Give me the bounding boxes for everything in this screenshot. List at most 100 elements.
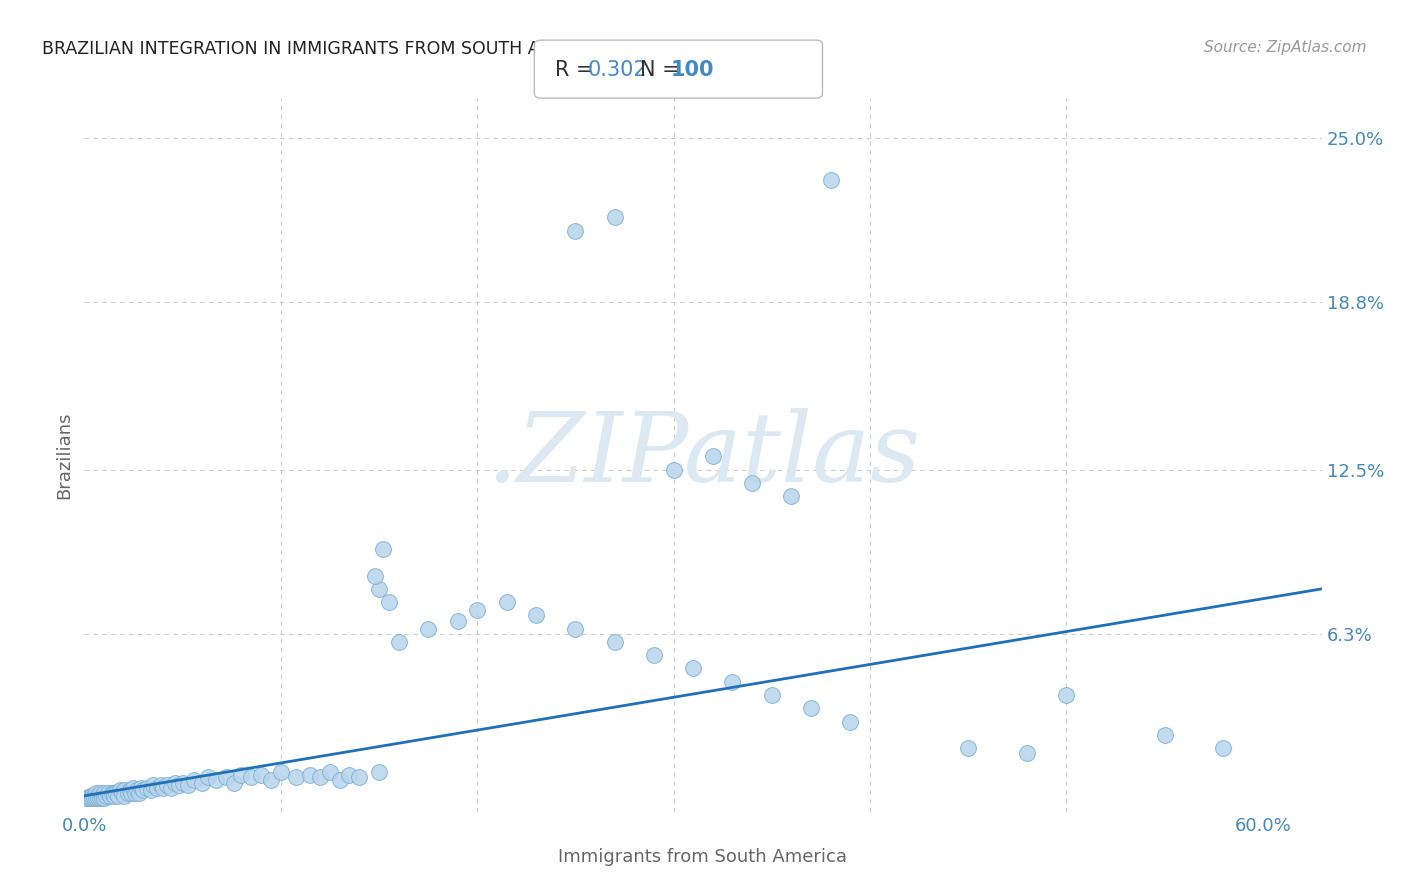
Y-axis label: Brazilians: Brazilians	[55, 411, 73, 499]
Point	[368, 764, 391, 779]
Point	[299, 767, 322, 781]
Point	[780, 489, 803, 503]
Text: Source: ZipAtlas.com: Source: ZipAtlas.com	[1204, 40, 1367, 55]
Point	[270, 764, 292, 779]
Point	[128, 786, 150, 800]
Point	[250, 767, 273, 781]
Point	[222, 775, 245, 789]
Point	[146, 780, 169, 795]
Point	[159, 780, 181, 795]
Text: 0.302: 0.302	[588, 60, 647, 79]
Text: BRAZILIAN INTEGRATION IN IMMIGRANTS FROM SOUTH AMERICA COMMUNITIES: BRAZILIAN INTEGRATION IN IMMIGRANTS FROM…	[42, 40, 738, 58]
Point	[91, 789, 114, 803]
Point	[91, 791, 114, 805]
Point	[79, 789, 101, 803]
Point	[94, 789, 117, 803]
Point	[97, 786, 120, 800]
Point	[117, 786, 139, 800]
Point	[75, 791, 97, 805]
Point	[83, 791, 105, 805]
Point	[800, 701, 823, 715]
Point	[163, 775, 186, 789]
Point	[1212, 741, 1234, 756]
Point	[564, 224, 586, 238]
Point	[103, 789, 125, 803]
Text: .ZIPatlas: .ZIPatlas	[486, 408, 920, 502]
Point	[142, 778, 165, 792]
Point	[820, 173, 842, 187]
Point	[107, 789, 129, 803]
Point	[87, 789, 110, 803]
Point	[77, 791, 100, 805]
Point	[191, 775, 214, 789]
Point	[101, 786, 124, 800]
Point	[368, 582, 391, 596]
Point	[84, 786, 107, 800]
Point	[122, 780, 145, 795]
Point	[1153, 728, 1175, 742]
Point	[702, 449, 724, 463]
Point	[152, 780, 174, 795]
Point	[104, 786, 127, 800]
Point	[662, 462, 685, 476]
Point	[197, 770, 219, 784]
Point	[721, 674, 744, 689]
Point	[957, 741, 980, 756]
Point	[465, 603, 488, 617]
Point	[89, 791, 111, 805]
Point	[149, 778, 172, 792]
X-axis label: Immigrants from South America: Immigrants from South America	[558, 848, 848, 866]
Point	[682, 661, 704, 675]
Point	[124, 786, 146, 800]
Point	[172, 775, 194, 789]
Point	[167, 778, 190, 792]
Point	[1054, 688, 1077, 702]
Point	[93, 786, 115, 800]
Point	[177, 778, 200, 792]
Point	[79, 791, 101, 805]
Text: N =: N =	[640, 60, 686, 79]
Point	[319, 764, 342, 779]
Point	[761, 688, 783, 702]
Point	[98, 789, 121, 803]
Point	[371, 542, 394, 557]
Point	[643, 648, 665, 663]
Point	[205, 772, 228, 787]
Point	[118, 783, 141, 797]
Point	[108, 783, 131, 797]
Point	[416, 622, 439, 636]
Text: R =: R =	[555, 60, 600, 79]
Point	[446, 614, 468, 628]
Point	[111, 786, 134, 800]
Text: 100: 100	[671, 60, 714, 79]
Point	[121, 786, 143, 800]
Point	[364, 568, 387, 582]
Point	[82, 791, 104, 805]
Point	[89, 786, 111, 800]
Point	[112, 783, 135, 797]
Point	[103, 786, 125, 800]
Point	[387, 635, 409, 649]
Point	[93, 791, 115, 805]
Point	[84, 791, 107, 805]
Point	[329, 772, 352, 787]
Point	[309, 770, 332, 784]
Point	[564, 622, 586, 636]
Point	[839, 714, 862, 729]
Point	[349, 770, 371, 784]
Point	[603, 635, 626, 649]
Point	[1015, 747, 1038, 761]
Point	[131, 780, 153, 795]
Point	[603, 211, 626, 225]
Point	[183, 772, 205, 787]
Point	[215, 770, 238, 784]
Point	[339, 767, 361, 781]
Point	[285, 770, 308, 784]
Point	[240, 770, 263, 784]
Point	[127, 783, 149, 797]
Point	[524, 608, 547, 623]
Point	[260, 772, 283, 787]
Point	[231, 767, 253, 781]
Point	[112, 789, 135, 803]
Point	[132, 783, 155, 797]
